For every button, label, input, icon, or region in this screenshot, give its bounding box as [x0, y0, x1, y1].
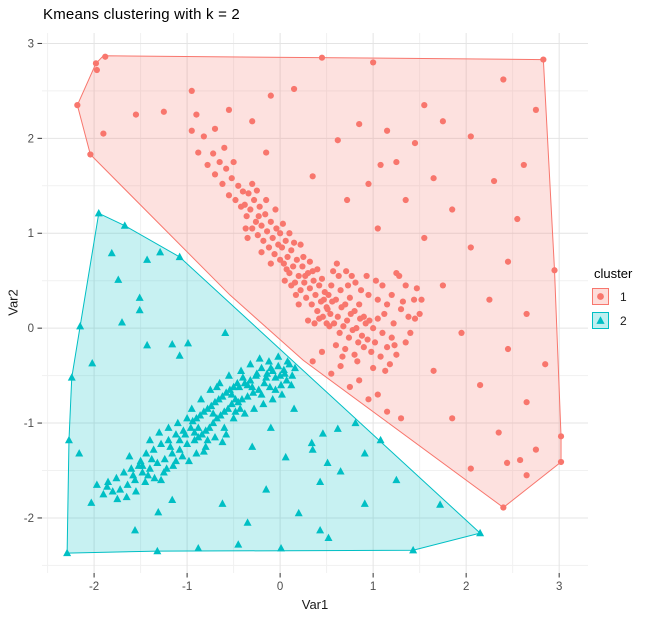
x-tick-label: 3: [556, 581, 562, 593]
y-tick-label: 2: [28, 133, 34, 145]
circle-point-icon: [597, 293, 604, 300]
x-tick-label: -1: [182, 581, 192, 593]
grid-minor: [42, 33, 588, 573]
legend-label-cluster-2: 2: [620, 313, 627, 328]
x-axis-title: Var1: [301, 597, 329, 612]
legend-key-cluster-2: [592, 312, 609, 329]
y-tick-label: 1: [28, 228, 34, 240]
legend-label-cluster-1: 1: [620, 289, 627, 304]
cluster-2-points: [63, 209, 485, 557]
legend-entry-cluster-2: 2: [592, 312, 632, 329]
x-tick-label: 0: [277, 581, 283, 593]
y-axis-title: Var2: [5, 289, 21, 316]
y-tick-label: -1: [24, 418, 34, 430]
axis-ticks: [37, 42, 560, 578]
legend-entry-cluster-1: 1: [592, 288, 632, 305]
y-tick-label: -2: [24, 513, 34, 525]
legend: cluster 1 2: [592, 266, 632, 336]
cluster-1-hull: [76, 55, 562, 509]
x-tick-label: -2: [89, 581, 99, 593]
x-tick-label: 2: [463, 581, 469, 593]
triangle-point-icon: [596, 316, 605, 324]
y-tick-label: 0: [28, 323, 34, 335]
plot-title: Kmeans clustering with k = 2: [43, 6, 240, 23]
y-tick-label: 3: [28, 38, 34, 50]
x-tick-label: 1: [370, 581, 376, 593]
legend-key-cluster-1: [592, 288, 609, 305]
legend-title: cluster: [594, 266, 633, 281]
cluster-1-points: [74, 53, 565, 511]
grid-major: [42, 33, 588, 573]
